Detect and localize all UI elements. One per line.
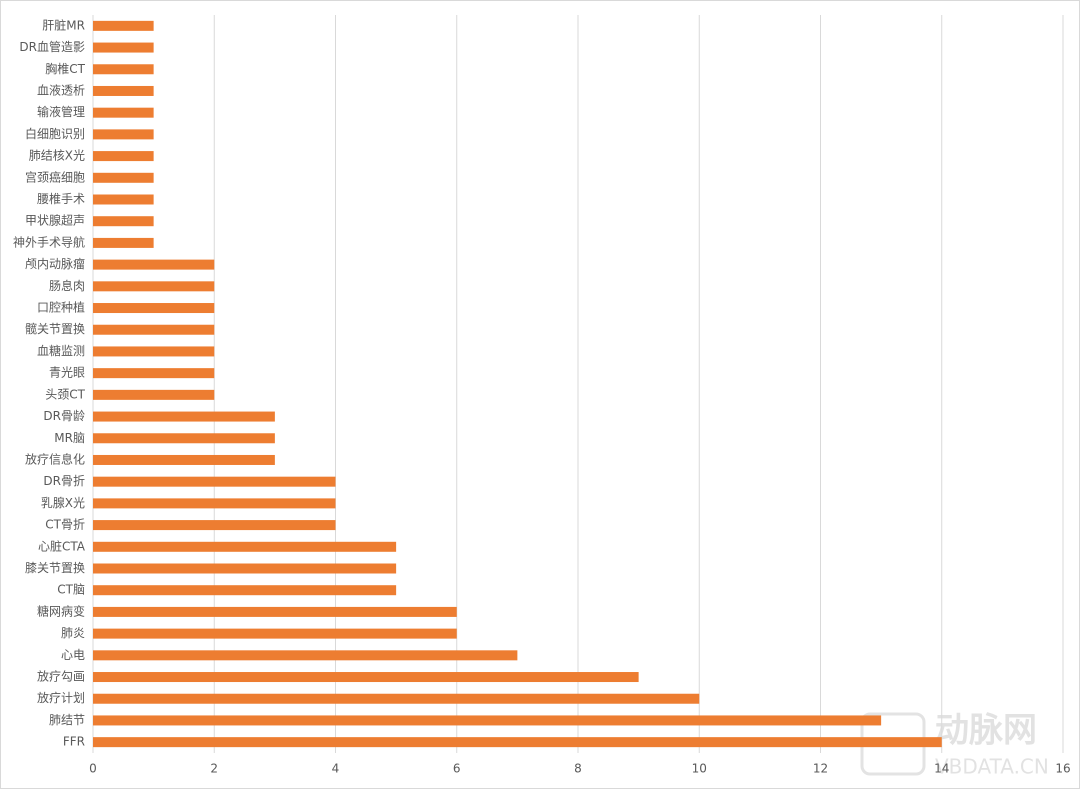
y-tick-label: CT骨折 bbox=[45, 517, 85, 532]
y-tick-label: 甲状腺超声 bbox=[25, 213, 85, 228]
bar bbox=[93, 259, 215, 270]
bar bbox=[93, 281, 215, 292]
y-tick-label: 头颈CT bbox=[45, 387, 85, 401]
x-tick-label: 2 bbox=[210, 762, 218, 776]
bar bbox=[93, 498, 336, 509]
bar bbox=[93, 20, 154, 31]
bar bbox=[93, 194, 154, 205]
watermark-name: 动脉网 bbox=[935, 711, 1037, 751]
y-tick-label: DR骨龄 bbox=[43, 409, 85, 423]
bar bbox=[93, 650, 518, 661]
y-tick-label: 神外手术导航 bbox=[13, 234, 85, 249]
bar bbox=[93, 606, 457, 617]
y-tick-label: 输液管理 bbox=[37, 104, 85, 119]
x-tick-label: 6 bbox=[453, 762, 461, 776]
y-tick-label: 放疗勾画 bbox=[37, 669, 85, 684]
y-tick-label: 血糖监测 bbox=[37, 343, 85, 358]
y-tick-label: 糖网病变 bbox=[37, 603, 85, 618]
bar bbox=[93, 737, 942, 748]
y-tick-label: 肠息肉 bbox=[49, 278, 85, 293]
bar bbox=[93, 563, 397, 574]
x-tick-label: 4 bbox=[332, 762, 340, 776]
y-tick-label: 白细胞识别 bbox=[25, 126, 85, 141]
x-tick-label: 8 bbox=[574, 762, 582, 776]
y-tick-label: 肝脏MR bbox=[42, 17, 85, 32]
y-tick-label: 肺结核X光 bbox=[29, 149, 85, 163]
bar bbox=[93, 85, 154, 96]
bar bbox=[93, 172, 154, 183]
y-tick-label: MR脑 bbox=[54, 431, 85, 445]
y-tick-label: 放疗信息化 bbox=[25, 451, 85, 466]
bar bbox=[93, 411, 275, 422]
bar bbox=[93, 433, 275, 444]
bar bbox=[93, 216, 154, 227]
bar bbox=[93, 541, 397, 552]
y-tick-label: 髋关节置换 bbox=[25, 321, 85, 336]
y-tick-label: 宫颈癌细胞 bbox=[25, 169, 85, 184]
x-tick-label: 16 bbox=[1055, 762, 1070, 776]
bar bbox=[93, 520, 336, 531]
x-tick-label: 12 bbox=[813, 762, 828, 776]
x-tick-label: 14 bbox=[934, 762, 949, 776]
watermark-site: VBDATA.CN bbox=[935, 755, 1049, 779]
bar bbox=[93, 628, 457, 639]
y-tick-label: 胸椎CT bbox=[45, 61, 85, 76]
bar bbox=[93, 389, 215, 400]
bar bbox=[93, 693, 700, 704]
y-tick-label: DR血管造影 bbox=[19, 39, 85, 54]
bar bbox=[93, 324, 215, 335]
bar bbox=[93, 368, 215, 379]
bar bbox=[93, 715, 882, 726]
bar bbox=[93, 42, 154, 53]
bar bbox=[93, 454, 275, 465]
y-tick-label: 颅内动脉瘤 bbox=[25, 256, 85, 271]
y-tick-label: 膝关节置换 bbox=[25, 561, 85, 575]
y-tick-label: CT脑 bbox=[57, 583, 85, 597]
x-tick-label: 0 bbox=[89, 762, 97, 776]
bar bbox=[93, 237, 154, 248]
bar bbox=[93, 303, 215, 314]
y-tick-label: 心电 bbox=[61, 648, 85, 662]
y-tick-label: 口腔种植 bbox=[37, 300, 85, 315]
x-tick-label: 10 bbox=[692, 762, 707, 776]
bar bbox=[93, 672, 639, 683]
y-tick-label: 肺结节 bbox=[49, 713, 85, 727]
y-tick-label: 肺炎 bbox=[61, 626, 85, 640]
y-tick-label: 心脏CTA bbox=[38, 538, 86, 553]
bar bbox=[93, 476, 336, 487]
bar bbox=[93, 129, 154, 140]
y-tick-label: DR骨折 bbox=[43, 473, 85, 488]
bar bbox=[93, 346, 215, 357]
bar bbox=[93, 151, 154, 162]
bar bbox=[93, 64, 154, 75]
y-tick-label: 放疗计划 bbox=[37, 690, 85, 705]
y-tick-label: 血液透析 bbox=[37, 82, 85, 97]
y-tick-label: 腰椎手术 bbox=[37, 191, 85, 206]
y-tick-label: 乳腺X光 bbox=[41, 496, 85, 510]
bar bbox=[93, 585, 397, 596]
y-tick-label: 青光眼 bbox=[49, 366, 85, 380]
bar bbox=[93, 107, 154, 118]
y-tick-label: FFR bbox=[63, 735, 85, 749]
